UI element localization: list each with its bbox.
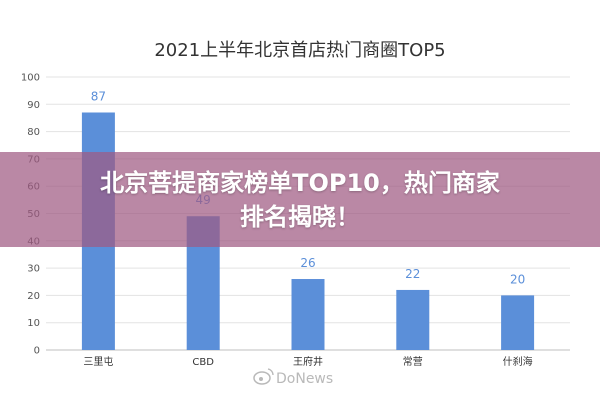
headline-line-2: 排名揭晓！: [240, 202, 360, 231]
bar: [291, 279, 325, 350]
y-tick-label: 0: [34, 346, 40, 357]
y-tick-label: 20: [27, 291, 40, 302]
y-tick-label: 30: [27, 264, 40, 275]
watermark-text: DoNews: [276, 371, 333, 387]
y-tick-label: 80: [27, 127, 40, 138]
category-label: 什刹海: [503, 355, 533, 368]
y-tick-label: 100: [21, 73, 40, 84]
data-label: 87: [91, 89, 106, 103]
category-label: 常营: [403, 355, 423, 368]
y-tick-label: 10: [27, 318, 40, 329]
category-labels: 三里屯 CBD 王府井 常营 什刹海: [83, 355, 532, 368]
data-label: 22: [405, 267, 420, 281]
y-tick-label: 90: [27, 100, 40, 111]
headline-line-1: 北京菩提商家榜单TOP10，热门商家: [100, 168, 500, 197]
category-label: 王府井: [293, 355, 323, 368]
bar: [396, 289, 430, 350]
watermark: DoNews: [253, 368, 333, 387]
chart-title: 2021上半年北京首店热门商圈TOP5: [154, 40, 445, 61]
category-label: CBD: [192, 357, 214, 368]
data-label: 20: [510, 272, 525, 286]
headline-banner: 北京菩提商家榜单TOP10，热门商家 排名揭晓！: [0, 152, 600, 247]
bar: [501, 295, 535, 350]
data-label: 26: [300, 256, 315, 270]
weibo-icon: [253, 368, 274, 385]
category-label: 三里屯: [83, 355, 113, 368]
